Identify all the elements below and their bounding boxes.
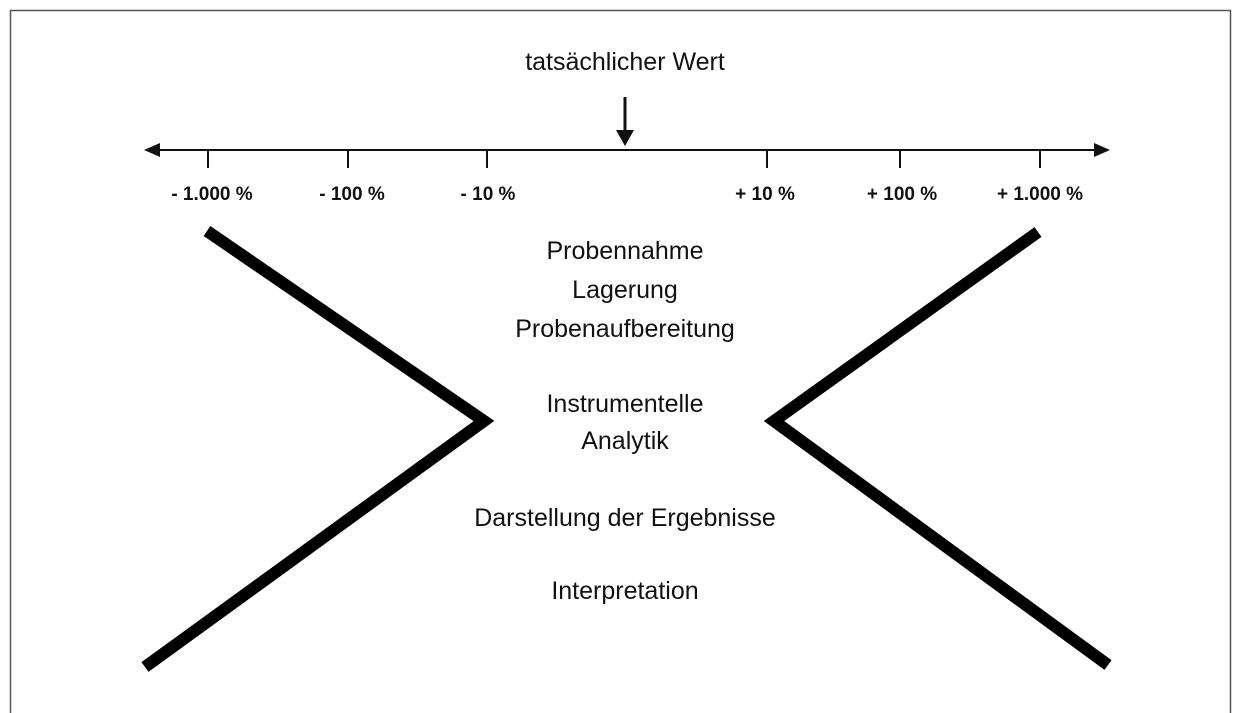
scale-label: - 100 % — [319, 184, 385, 205]
scale-label: - 10 % — [461, 184, 516, 205]
left-funnel — [141, 226, 495, 672]
scale-label: - 1.000 % — [171, 184, 252, 205]
axis-arrow-left — [144, 143, 160, 157]
scale-label: + 1.000 % — [997, 184, 1083, 205]
axis-arrow-right — [1094, 143, 1110, 157]
stage: Analytik — [581, 427, 669, 455]
value-arrow-head — [616, 130, 634, 146]
stage: Probennahme — [546, 237, 703, 265]
stage: Lagerung — [572, 276, 678, 304]
frame — [9, 9, 1232, 713]
title: tatsächlicher Wert — [525, 48, 725, 76]
right-funnel — [763, 227, 1112, 670]
ticks — [207, 150, 1041, 168]
stage: Darstellung der Ergebnisse — [474, 504, 776, 532]
stage: Interpretation — [551, 577, 698, 605]
scale-label: + 10 % — [735, 184, 795, 205]
stage: Instrumentelle — [546, 390, 703, 418]
stage: Probenaufbereitung — [515, 315, 735, 343]
scale-label: + 100 % — [867, 184, 937, 205]
